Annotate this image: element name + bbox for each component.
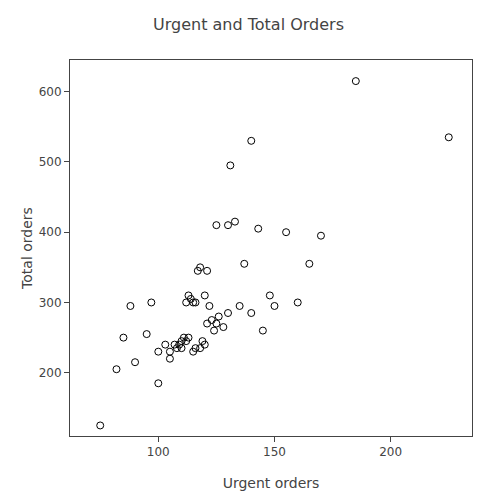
- svg-text:Urgent and Total Orders: Urgent and Total Orders: [153, 15, 344, 34]
- svg-text:200: 200: [39, 366, 62, 380]
- svg-text:300: 300: [39, 296, 62, 310]
- svg-text:Total orders: Total orders: [19, 207, 35, 290]
- svg-text:200: 200: [379, 445, 402, 459]
- svg-text:150: 150: [263, 445, 286, 459]
- svg-text:500: 500: [39, 155, 62, 169]
- svg-text:600: 600: [39, 85, 62, 99]
- svg-text:400: 400: [39, 225, 62, 239]
- svg-text:100: 100: [147, 445, 170, 459]
- svg-text:Urgent orders: Urgent orders: [223, 475, 320, 491]
